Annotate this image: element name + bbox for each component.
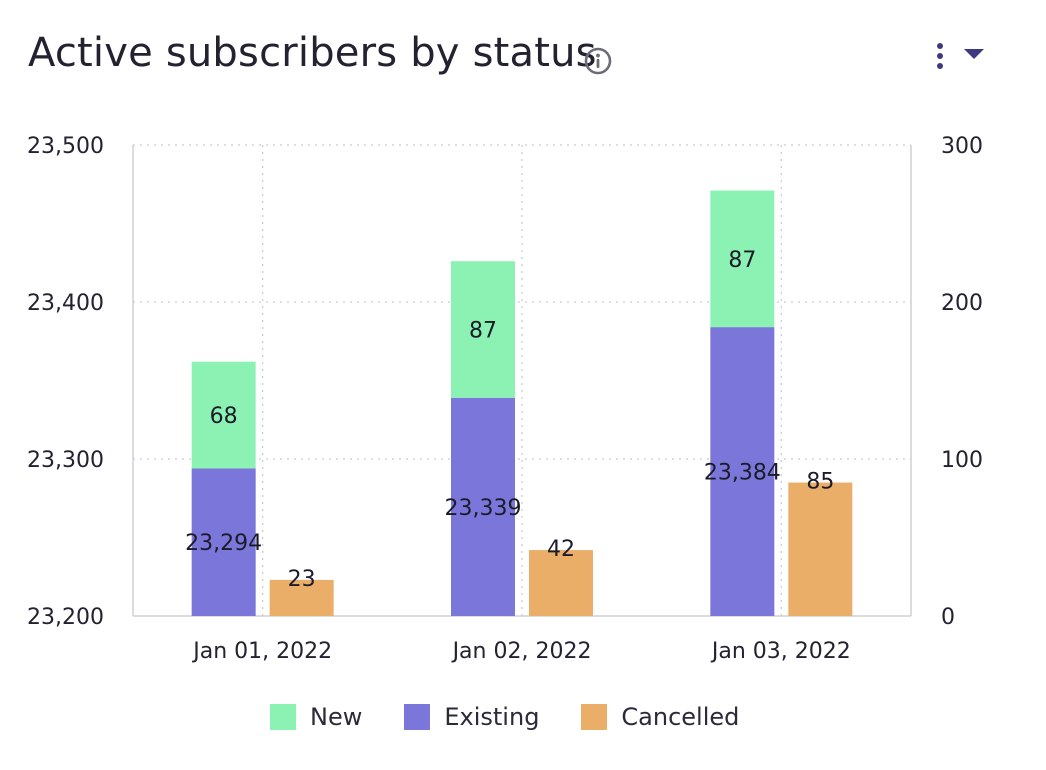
data-label-existing: 23,294 [185,531,262,556]
info-icon[interactable] [583,46,613,76]
data-label-cancelled: 85 [806,470,834,495]
x-tick-label: Jan 01, 2022 [191,639,332,664]
data-label-cancelled: 42 [547,537,575,562]
legend-item-new[interactable]: New [270,703,362,731]
data-label-new: 87 [728,248,756,273]
bar-cancelled [529,550,593,616]
bar-existing [451,397,515,616]
bar-new [451,261,515,398]
y-left-tick-label: 23,300 [27,448,104,473]
bar-existing [191,468,256,616]
legend-label: Existing [444,703,540,731]
bar-cancelled [269,579,334,616]
y-right-tick-label: 100 [941,448,983,473]
data-label-existing: 23,339 [445,496,522,521]
legend-swatch [404,704,431,730]
legend-swatch [270,704,296,730]
legend-swatch [581,704,608,730]
y-right-tick-label: 300 [941,134,983,159]
legend-item-existing[interactable]: Existing [404,703,539,731]
x-tick-label: Jan 03, 2022 [710,639,851,664]
x-tick-label: Jan 02, 2022 [451,639,592,664]
more-vertical-icon[interactable] [930,40,950,72]
bar-cancelled [788,482,853,616]
caret-down-icon[interactable] [962,46,986,62]
bar-chart: 23,200 0 23,300 100 23,400 200 23,500 300 Jan 01… [27,134,983,664]
data-label-new: 68 [210,404,238,429]
chart-legend: New Existing Cancelled [270,703,781,731]
legend-item-cancelled[interactable]: Cancelled [581,703,739,731]
y-left-tick-label: 23,200 [27,605,104,630]
bar-new [710,190,775,328]
data-label-existing: 23,384 [704,461,781,486]
chart-title: Active subscribers by status [28,30,597,76]
bar-existing [710,327,775,616]
y-left-tick-label: 23,500 [27,134,104,159]
legend-label: Cancelled [621,703,740,731]
y-right-tick-label: 0 [941,605,955,630]
y-left-tick-label: 23,400 [27,291,104,316]
data-label-new: 87 [469,318,497,343]
legend-label: New [310,703,363,731]
bar-new [191,361,256,469]
y-right-tick-label: 200 [941,291,983,316]
data-label-cancelled: 23 [288,567,316,592]
